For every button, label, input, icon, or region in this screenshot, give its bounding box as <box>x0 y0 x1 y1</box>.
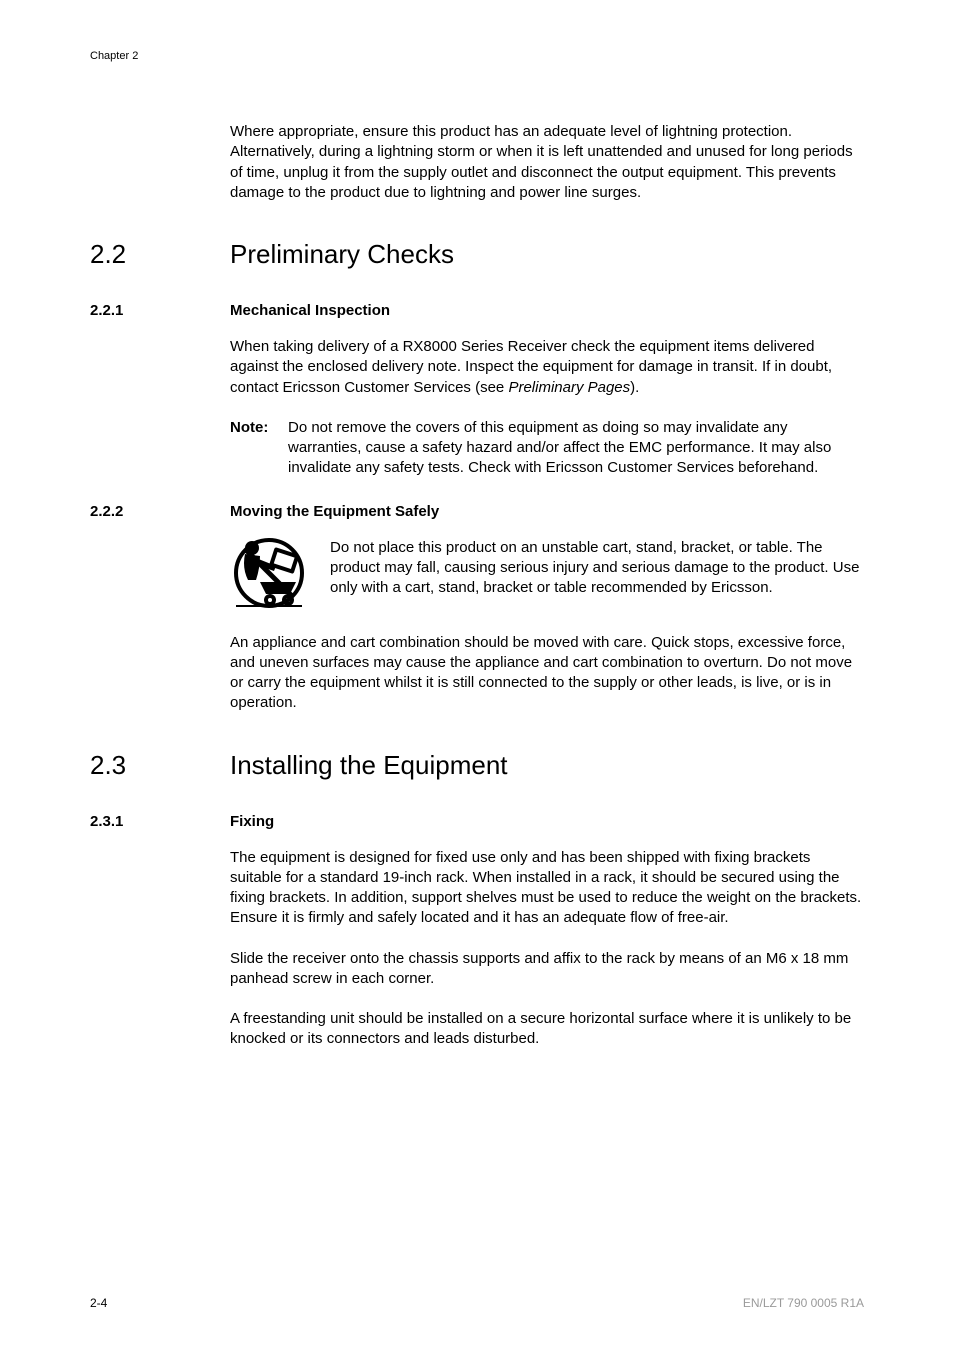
icon-paragraph: Do not place this product on an unstable… <box>230 538 864 613</box>
paragraph: An appliance and cart combination should… <box>230 633 864 714</box>
heading-2-2-1: 2.2.1 Mechanical Inspection <box>90 302 864 319</box>
note-label: Note: <box>230 418 288 479</box>
heading-2-2-2: 2.2.2 Moving the Equipment Safely <box>90 503 864 520</box>
heading-title: Mechanical Inspection <box>230 302 390 319</box>
page-footer: 2-4 EN/LZT 790 0005 R1A <box>90 1296 864 1310</box>
heading-title: Moving the Equipment Safely <box>230 503 439 520</box>
page-number: 2-4 <box>90 1296 107 1310</box>
text: ). <box>630 379 639 396</box>
paragraph: When taking delivery of a RX8000 Series … <box>230 337 864 398</box>
heading-2-2: 2.2 Preliminary Checks <box>90 239 864 270</box>
paragraph: Slide the receiver onto the chassis supp… <box>230 949 864 990</box>
heading-2-3: 2.3 Installing the Equipment <box>90 750 864 781</box>
intro-paragraph: Where appropriate, ensure this product h… <box>230 122 864 203</box>
heading-number: 2.3.1 <box>90 813 230 830</box>
running-header: Chapter 2 <box>90 50 864 62</box>
heading-title: Installing the Equipment <box>230 750 508 781</box>
reference-italic: Preliminary Pages <box>508 379 630 396</box>
no-unstable-cart-icon <box>230 538 330 613</box>
document-id: EN/LZT 790 0005 R1A <box>743 1296 864 1310</box>
paragraph: The equipment is designed for fixed use … <box>230 848 864 929</box>
heading-number: 2.3 <box>90 750 230 781</box>
heading-number: 2.2.2 <box>90 503 230 520</box>
paragraph: A freestanding unit should be installed … <box>230 1009 864 1050</box>
heading-title: Fixing <box>230 813 274 830</box>
heading-2-3-1: 2.3.1 Fixing <box>90 813 864 830</box>
heading-number: 2.2.1 <box>90 302 230 319</box>
note-block: Note: Do not remove the covers of this e… <box>230 418 864 479</box>
heading-title: Preliminary Checks <box>230 239 454 270</box>
icon-caption: Do not place this product on an unstable… <box>330 538 864 613</box>
heading-number: 2.2 <box>90 239 230 270</box>
note-text: Do not remove the covers of this equipme… <box>288 418 864 479</box>
